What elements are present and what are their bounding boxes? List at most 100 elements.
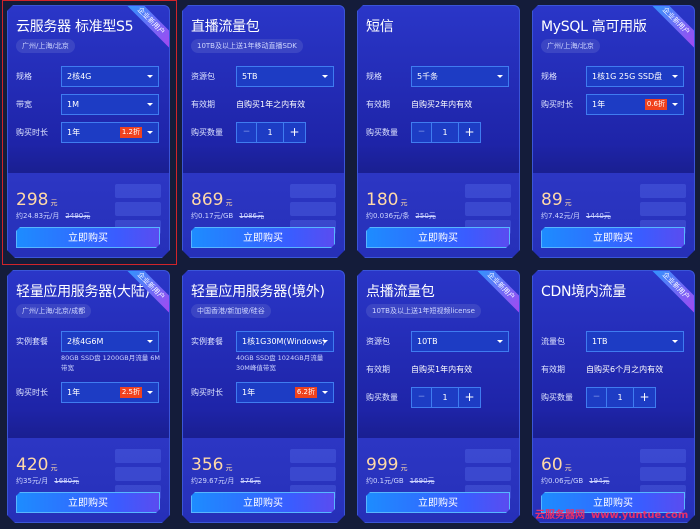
ribbon-badge: 企业新用户 (643, 5, 695, 54)
field-label: 实例套餐 (16, 337, 48, 346)
region-tag: 10TB及以上送1年短视频license (366, 304, 481, 318)
field-label: 规格 (16, 72, 32, 81)
chevron-down-icon (672, 340, 678, 343)
original-price: 250元 (415, 212, 436, 220)
select-规格[interactable]: 2核4G (61, 66, 159, 87)
select-value: 5TB (242, 72, 258, 81)
price: 869 元 (191, 190, 232, 210)
region-tag: 中国香港/新加坡/硅谷 (191, 304, 271, 318)
quantity-value[interactable]: 1 (432, 388, 459, 407)
price-unit: 元 (564, 199, 572, 207)
original-price: 2490元 (65, 212, 91, 220)
price-value: 356 (191, 455, 224, 475)
field-row: 有效期 自购买2年内有效 (366, 94, 511, 115)
server-rack (115, 467, 161, 481)
price-unit: 元 (50, 199, 58, 207)
select-规格[interactable]: 5千条 (411, 66, 509, 87)
field-row: 有效期 自购买1年内有效 (366, 359, 511, 380)
minus-button[interactable]: − (237, 123, 257, 142)
price-value: 999 (366, 455, 399, 475)
field-label: 资源包 (191, 72, 215, 81)
buy-now-button[interactable]: 立即购买 (366, 492, 510, 513)
product-card: 轻量应用服务器(大陆) 广州/上海/北京/成都 企业新用户 实例套餐 2核4G6M 80G… (7, 270, 170, 523)
quantity-stepper[interactable]: −1 + (236, 122, 306, 143)
price-unit: 元 (400, 199, 408, 207)
field-label: 购买数量 (366, 393, 398, 402)
field-row: 购买数量 −1 + (366, 387, 511, 408)
card-title: MySQL 高可用版 (541, 19, 647, 35)
select-购买时长[interactable]: 1年 2.5折 (61, 382, 159, 403)
select-实例套餐[interactable]: 1核1G30M(Windows) (236, 331, 334, 352)
price: 356 元 (191, 455, 232, 475)
quantity-value[interactable]: 1 (432, 123, 459, 142)
original-price: 1680元 (54, 477, 80, 485)
field-row: 资源包 10TB (366, 331, 511, 352)
quantity-stepper[interactable]: −1 + (586, 387, 656, 408)
quantity-stepper[interactable]: −1 + (411, 387, 481, 408)
server-rack (290, 449, 336, 463)
region-tag: 广州/上海/北京 (541, 39, 600, 53)
buy-now-button[interactable]: 立即购买 (541, 492, 685, 513)
field-row: 购买时长 1年 1.2折 (16, 122, 161, 143)
select-规格[interactable]: 1核1G 25G SSD盘 (586, 66, 684, 87)
field-label: 有效期 (366, 365, 390, 374)
select-购买时长[interactable]: 1年 1.2折 (61, 122, 159, 143)
buy-now-button[interactable]: 立即购买 (191, 227, 335, 248)
minus-button[interactable]: − (412, 388, 432, 407)
field-row: 实例套餐 2核4G6M (16, 331, 161, 352)
minus-button[interactable]: − (587, 388, 607, 407)
price-value: 869 (191, 190, 224, 210)
select-资源包[interactable]: 5TB (236, 66, 334, 87)
field-row: 购买时长 1年 6.2折 (191, 382, 336, 403)
minus-button[interactable]: − (412, 123, 432, 142)
field-label: 购买时长 (541, 100, 573, 109)
select-流量包[interactable]: 1TB (586, 331, 684, 352)
chevron-down-icon (147, 391, 153, 394)
chevron-down-icon (497, 75, 503, 78)
buy-now-button[interactable]: 立即购买 (541, 227, 685, 248)
select-带宽[interactable]: 1M (61, 94, 159, 115)
unit-price: 约0.1元/GB (366, 477, 404, 485)
select-value: 1M (67, 100, 79, 109)
price-value: 298 (16, 190, 49, 210)
server-rack (465, 202, 511, 216)
price-detail: 约7.42元/月 1440元 (541, 211, 611, 221)
plus-button[interactable]: + (289, 125, 300, 139)
chevron-down-icon (147, 103, 153, 106)
chevron-down-icon (672, 103, 678, 106)
field-row: 有效期 自购买1年之内有效 (191, 94, 336, 115)
field-label: 购买时长 (16, 128, 48, 137)
quantity-value[interactable]: 1 (607, 388, 634, 407)
select-实例套餐[interactable]: 2核4G6M (61, 331, 159, 352)
select-购买时长[interactable]: 1年 0.6折 (586, 94, 684, 115)
price-detail: 约0.06元/GB 194元 (541, 476, 610, 486)
select-购买时长[interactable]: 1年 6.2折 (236, 382, 334, 403)
field-label: 购买数量 (541, 393, 573, 402)
price-value: 180 (366, 190, 399, 210)
field-row: 购买数量 −1 + (366, 122, 511, 143)
field-row: 带宽 1M (16, 94, 161, 115)
price: 420 元 (16, 455, 57, 475)
buy-now-button[interactable]: 立即购买 (16, 227, 160, 248)
unit-price: 约0.06元/GB (541, 477, 584, 485)
select-value: 1年 (242, 388, 256, 397)
original-price: 194元 (589, 477, 610, 485)
price: 298 元 (16, 190, 57, 210)
buy-now-button[interactable]: 立即购买 (16, 492, 160, 513)
select-value: 2核4G (67, 72, 92, 81)
quantity-value[interactable]: 1 (257, 123, 284, 142)
discount-badge: 6.2折 (296, 388, 315, 396)
plus-button[interactable]: + (639, 390, 650, 404)
plus-button[interactable]: + (464, 125, 475, 139)
field-label: 购买数量 (366, 128, 398, 137)
server-rack (640, 202, 686, 216)
quantity-stepper[interactable]: −1 + (411, 122, 481, 143)
field-value: 自购买1年内有效 (411, 365, 473, 374)
select-资源包[interactable]: 10TB (411, 331, 509, 352)
buy-now-button[interactable]: 立即购买 (191, 492, 335, 513)
plus-button[interactable]: + (464, 390, 475, 404)
buy-now-button[interactable]: 立即购买 (366, 227, 510, 248)
price: 999 元 (366, 455, 407, 475)
card-title: 点播流量包 (366, 284, 435, 300)
